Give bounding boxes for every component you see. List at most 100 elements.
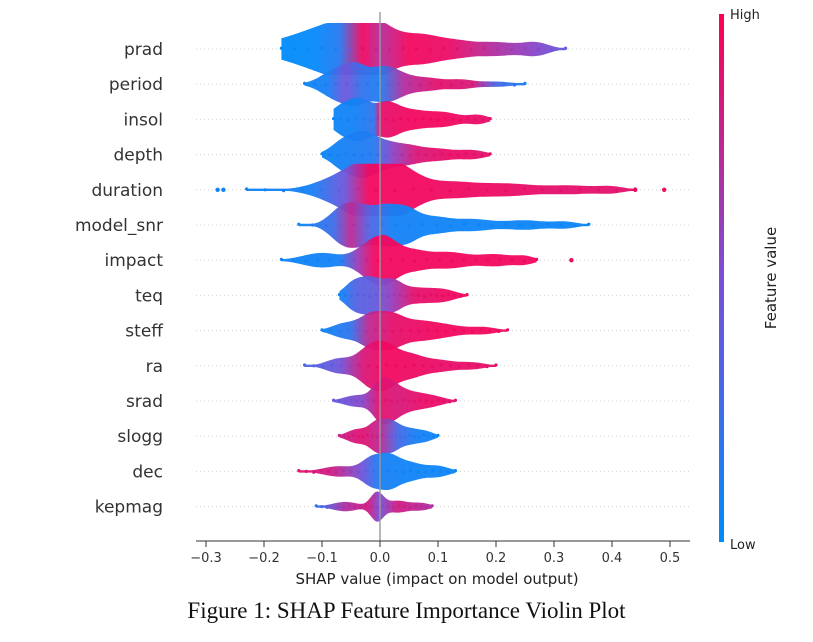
sample-dot: [448, 364, 453, 368]
outlier-dot: [662, 187, 667, 192]
sample-dot: [245, 187, 249, 191]
sample-dot: [422, 433, 426, 437]
sample-dot: [297, 469, 301, 473]
sample-dot: [458, 118, 462, 122]
violin-duration: [215, 163, 667, 216]
sample-dot: [441, 294, 445, 298]
sample-dot: [380, 222, 384, 226]
sample-dot: [406, 117, 410, 121]
sample-dot: [522, 187, 526, 191]
sample-dot: [401, 46, 405, 50]
sample-dot: [435, 293, 439, 297]
sample-dot: [488, 329, 492, 333]
sample-dot: [452, 328, 457, 332]
sample-dot: [596, 188, 600, 192]
sample-dot: [456, 153, 460, 157]
sample-dot: [303, 363, 307, 367]
violin-body-model-snr: [298, 202, 589, 248]
sample-dot: [407, 399, 411, 403]
sample-dot: [419, 505, 423, 509]
x-tick-label: 0.4: [602, 551, 623, 566]
sample-dot: [428, 48, 432, 52]
sample-dot: [401, 398, 405, 402]
sample-dot: [479, 328, 483, 332]
sample-dot: [481, 118, 485, 122]
sample-dot: [410, 293, 414, 297]
sample-dot: [467, 187, 471, 191]
outlier-dot: [215, 187, 220, 192]
sample-dot: [559, 223, 563, 227]
sample-dot: [502, 82, 506, 86]
sample-dot: [328, 258, 332, 262]
sample-dot: [337, 399, 341, 403]
sample-dot: [293, 47, 297, 51]
sample-dot: [344, 82, 349, 86]
sample-dot: [466, 117, 470, 121]
sample-dot: [337, 293, 341, 297]
sample-dot: [263, 188, 267, 192]
violin-body-kepmag: [316, 491, 433, 522]
sample-dot: [368, 152, 372, 156]
sample-dot: [306, 48, 311, 52]
sample-dot: [469, 48, 473, 52]
sample-dot: [453, 469, 457, 473]
figure-caption: Figure 1: SHAP Feature Importance Violin…: [187, 598, 626, 623]
sample-dot: [496, 47, 500, 51]
sample-dot: [343, 400, 347, 404]
sample-dot: [411, 187, 415, 191]
sample-dot: [291, 258, 296, 262]
sample-dot: [340, 259, 344, 263]
feature-label-dec: dec: [132, 462, 163, 482]
sample-dot: [393, 223, 398, 227]
sample-dot: [448, 189, 452, 193]
sample-dot: [437, 258, 441, 262]
violin-body-teq: [339, 276, 467, 315]
sample-dot: [481, 83, 485, 87]
sample-dot: [504, 222, 508, 226]
sample-dot: [398, 293, 402, 297]
sample-dot: [297, 222, 301, 226]
x-tick-label: 0.2: [486, 551, 507, 566]
sample-dot: [372, 399, 376, 403]
sample-dot: [385, 363, 389, 367]
sample-dot: [327, 469, 331, 473]
sample-dot: [436, 118, 440, 122]
sample-dot: [413, 400, 417, 404]
sample-dot: [404, 294, 408, 298]
sample-dot: [472, 153, 476, 157]
sample-dot: [447, 293, 451, 297]
sample-dot: [356, 434, 360, 438]
sample-dot: [398, 434, 403, 438]
sample-dot: [388, 48, 392, 52]
sample-dot: [559, 189, 563, 193]
sample-dot: [282, 189, 286, 193]
sample-dot: [488, 152, 492, 156]
sample-dot: [361, 400, 365, 404]
violin-ra: [303, 340, 498, 392]
sample-dot: [336, 505, 340, 509]
sample-dot: [615, 189, 619, 193]
sample-dot: [356, 187, 360, 191]
sample-dot: [365, 81, 370, 85]
violin-slogg: [337, 418, 440, 454]
sample-dot: [451, 117, 455, 121]
sample-dot: [541, 188, 545, 192]
sample-dot: [384, 398, 388, 402]
sample-dot: [376, 82, 380, 86]
sample-dot: [545, 222, 549, 226]
sample-dot: [300, 187, 304, 191]
sample-dot: [369, 118, 373, 122]
sample-dot: [490, 224, 494, 228]
feature-label-teq: teq: [135, 286, 163, 306]
sample-dot: [430, 365, 434, 369]
sample-dot: [417, 329, 421, 333]
outlier-dot: [633, 187, 638, 192]
sample-dot: [455, 47, 459, 51]
sample-dot: [320, 46, 324, 50]
feature-label-srad: srad: [126, 392, 163, 412]
sample-dot: [338, 329, 342, 333]
violin-body-dec: [298, 452, 456, 490]
feature-label-depth: depth: [114, 146, 163, 166]
sample-dot: [436, 433, 440, 437]
sample-dot: [342, 434, 346, 438]
